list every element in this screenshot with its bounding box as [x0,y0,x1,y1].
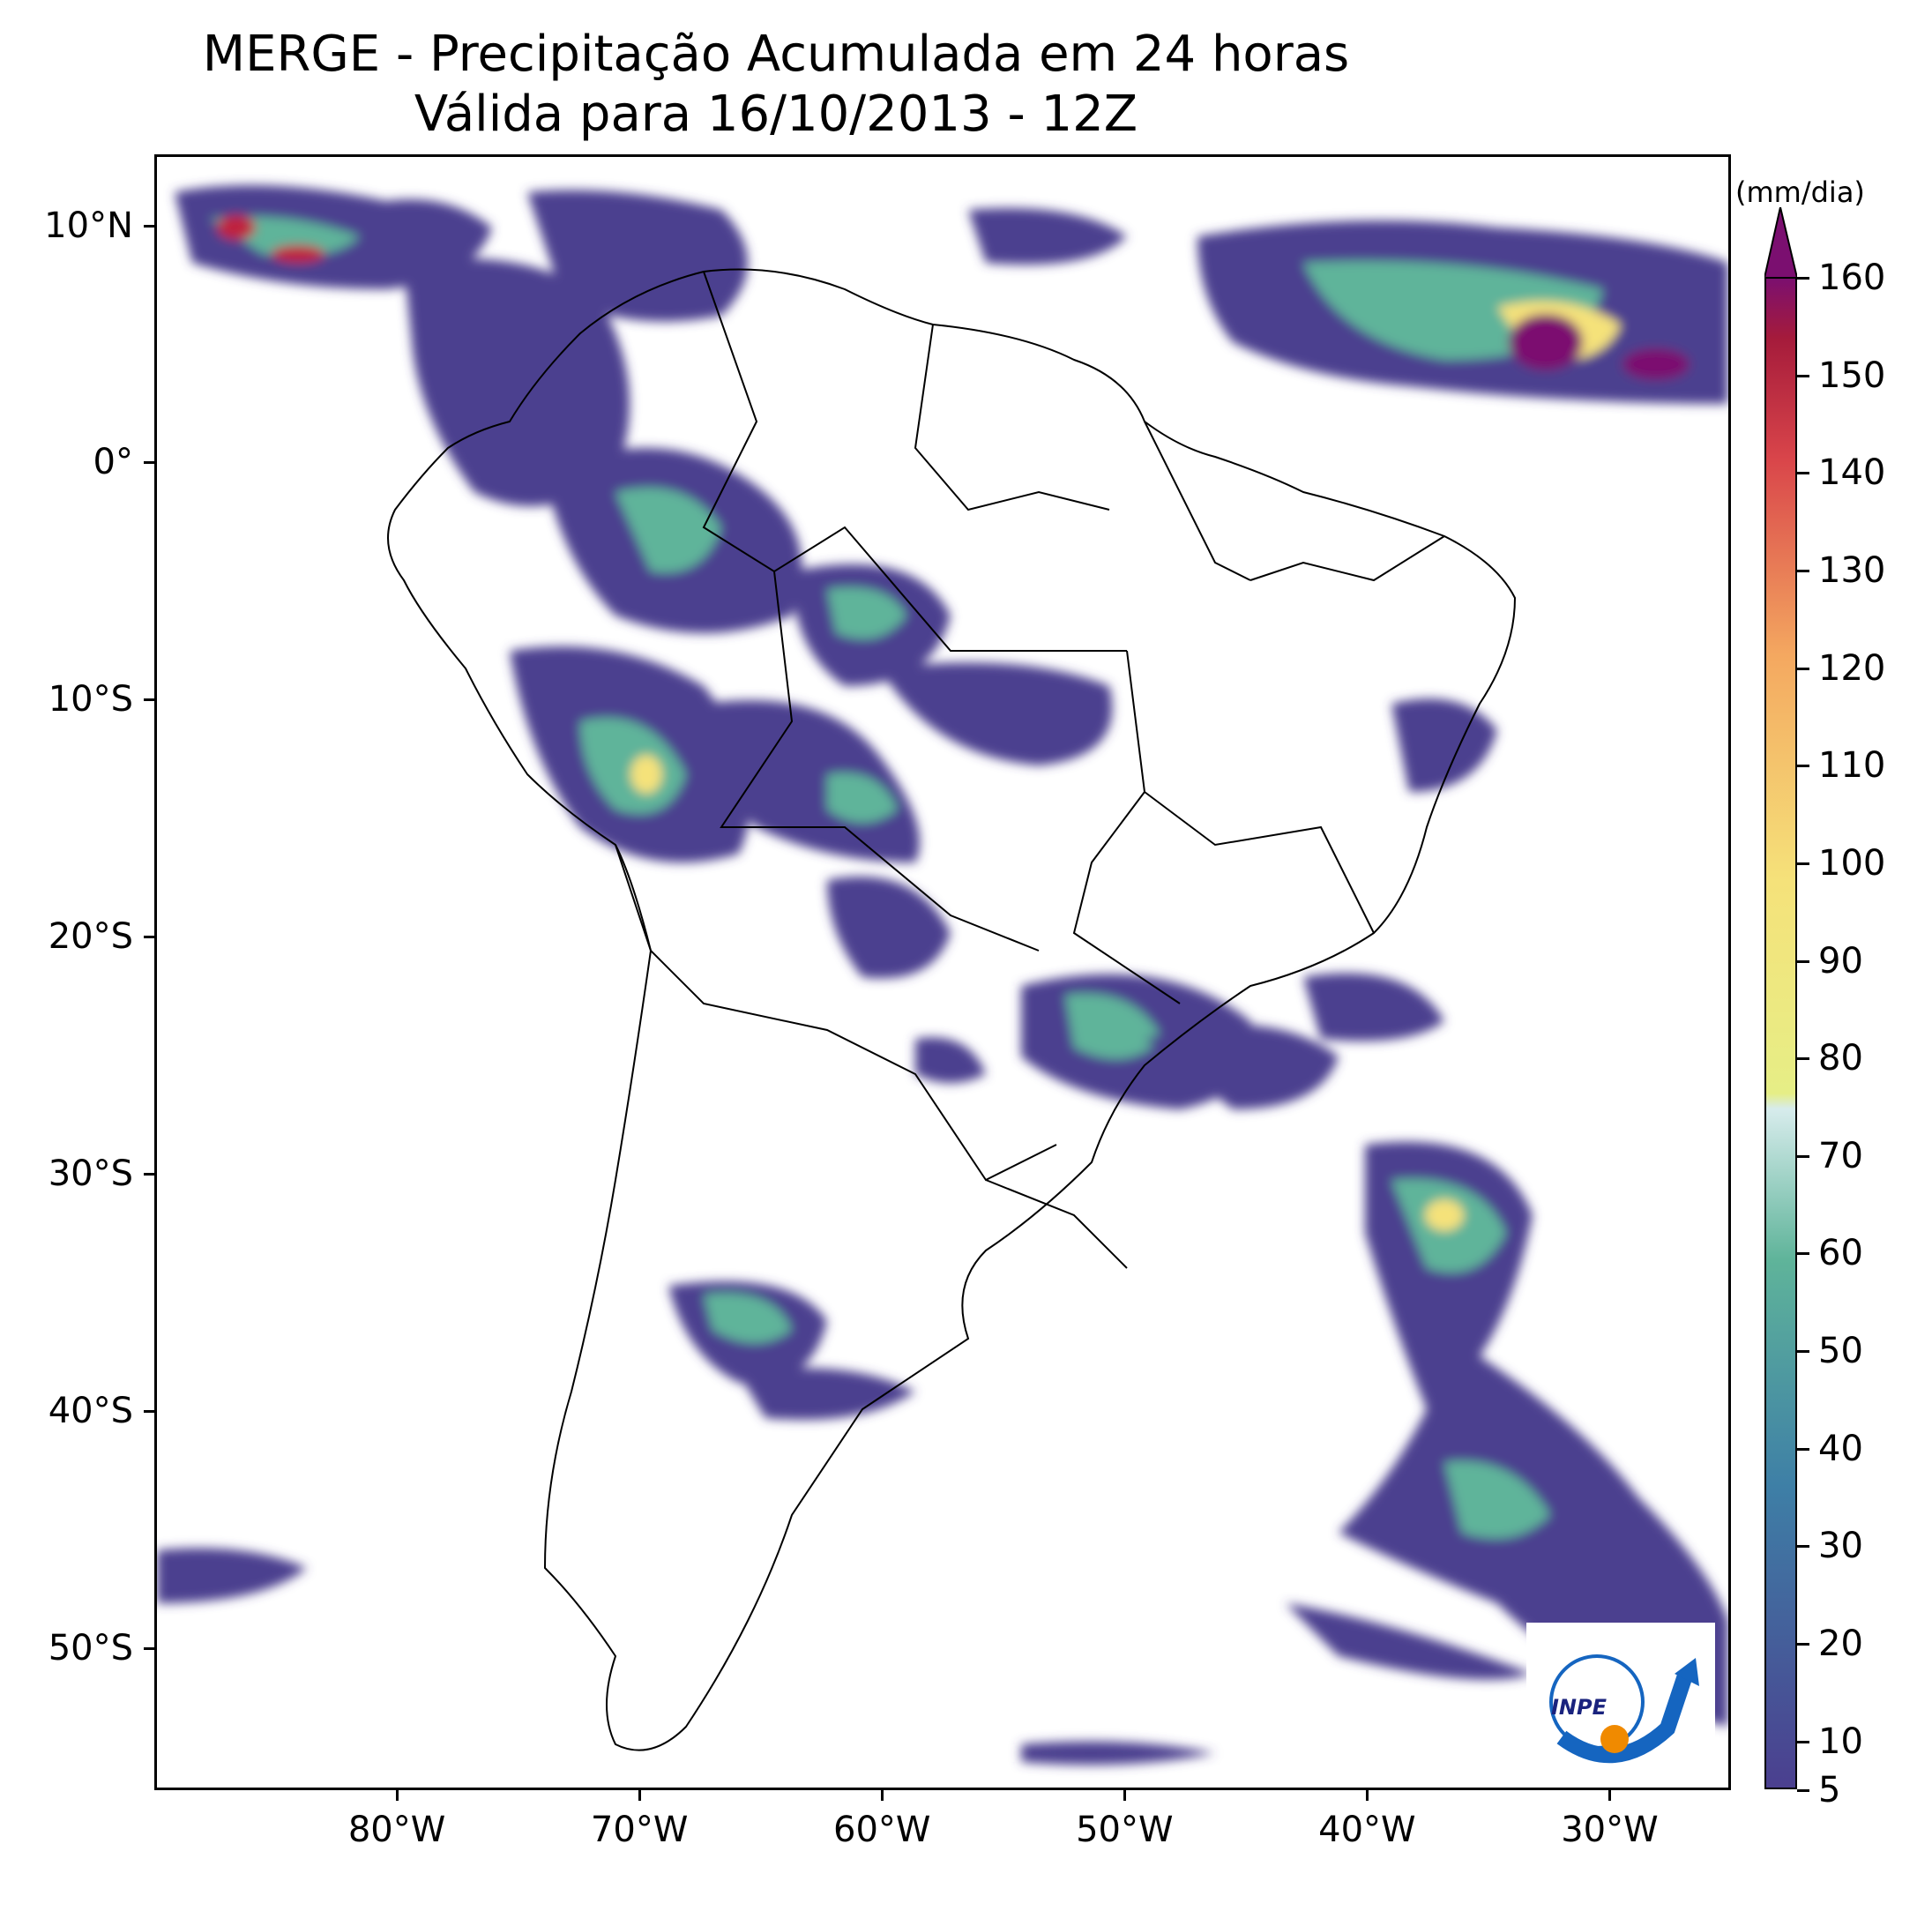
lon-tick-mark [396,1790,399,1801]
colorbar-tick-mark [1797,569,1809,572]
colorbar-unit: (mm/dia) [1735,175,1865,209]
lat-tick-mark [144,461,154,465]
lat-tick-label: 10°N [44,205,133,246]
colorbar-tick-label: 5 [1818,1770,1841,1810]
colorbar-tick-label: 130 [1818,549,1886,591]
colorbar-tick-label: 20 [1818,1624,1863,1665]
inpe-logo: INPE [1526,1623,1715,1769]
colorbar-tick-label: 120 [1818,647,1886,689]
precipitation-map [157,185,1728,1765]
colorbar [1764,207,1797,1789]
lon-tick-label: 80°W [347,1810,446,1850]
colorbar-tick-mark [1797,1545,1809,1549]
lon-tick-label: 60°W [832,1810,931,1850]
colorbar-tick-mark [1797,1789,1809,1792]
colorbar-tick-mark [1797,1350,1809,1354]
logo-arc [1556,1673,1693,1764]
lon-tick-mark [1608,1790,1612,1801]
lat-tick-label: 40°S [48,1390,133,1431]
precipitation-field [157,185,1728,1765]
colorbar-tick-label: 60 [1818,1233,1863,1274]
lon-tick-mark [1123,1790,1127,1801]
colorbar-tick-label: 110 [1818,745,1886,787]
map-subtitle: Válida para 16/10/2013 - 12Z [414,86,1138,143]
colorbar-tick-mark [1797,277,1809,280]
lat-tick-mark [144,224,154,228]
colorbar-tick-mark [1797,472,1809,475]
lat-tick-mark [144,1646,154,1650]
lat-tick-mark [144,698,154,702]
coastline-boundaries [387,268,1517,1751]
colorbar-gradient [1764,277,1797,1789]
colorbar-tick-label: 100 [1818,842,1886,884]
colorbar-tick-label: 140 [1818,452,1886,494]
logo-text: INPE [1551,1695,1608,1720]
lon-tick-label: 50°W [1076,1810,1174,1850]
map-title: MERGE - Precipitação Acumulada em 24 hor… [202,26,1350,83]
colorbar-tick-mark [1797,862,1809,865]
inpe-logo-icon: INPE [1549,1654,1699,1764]
lat-tick-label: 30°S [48,1153,133,1194]
lon-tick-label: 70°W [590,1810,689,1850]
logo-arrow [1675,1658,1699,1686]
lat-tick-mark [144,1409,154,1413]
colorbar-tick-mark [1797,1740,1809,1743]
colorbar-tick-mark [1797,1447,1809,1451]
lat-tick-mark [144,1173,154,1176]
lat-tick-label: 0° [93,442,133,483]
lat-tick-label: 10°S [48,679,133,720]
colorbar-tick-mark [1797,959,1809,963]
lon-tick-mark [1366,1790,1369,1801]
lon-tick-mark [881,1790,884,1801]
colorbar-tick-label: 90 [1818,940,1863,982]
colorbar-tick-label: 50 [1818,1331,1863,1372]
colorbar-tick-mark [1797,765,1809,768]
colorbar-tick-mark [1797,374,1809,377]
lat-tick-label: 50°S [48,1627,133,1668]
lon-tick-mark [638,1790,642,1801]
colorbar-tick-mark [1797,667,1809,670]
colorbar-tick-mark [1797,1252,1809,1256]
colorbar-tick-mark [1797,1643,1809,1646]
map-frame [154,154,1731,1790]
lon-tick-label: 30°W [1561,1810,1659,1850]
lon-tick-label: 40°W [1318,1810,1416,1850]
colorbar-tick-label: 80 [1818,1038,1863,1079]
colorbar-tick-label: 70 [1818,1135,1863,1176]
lat-tick-label: 20°S [48,916,133,958]
colorbar-tick-mark [1797,1154,1809,1158]
colorbar-extend-arrow [1764,207,1797,279]
colorbar-tick-label: 30 [1818,1526,1863,1567]
colorbar-tick-mark [1797,1057,1809,1061]
colorbar-tick-label: 160 [1818,258,1886,298]
colorbar-tick-label: 150 [1818,355,1886,396]
colorbar-tick-label: 10 [1818,1721,1863,1762]
logo-dot [1600,1725,1629,1753]
colorbar-tick-label: 40 [1818,1428,1863,1469]
lat-tick-mark [144,936,154,939]
